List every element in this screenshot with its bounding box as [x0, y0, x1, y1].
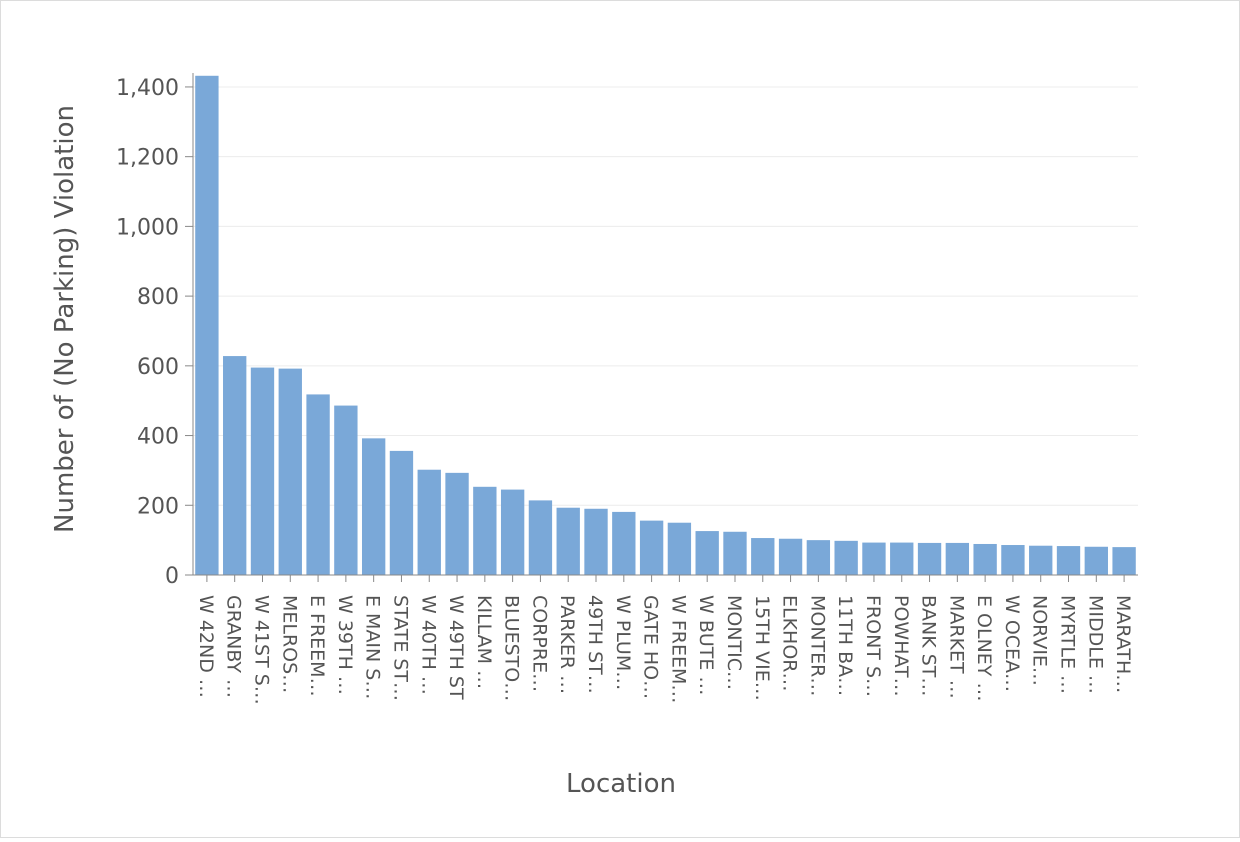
x-tick-label: MYRTLE …: [1057, 595, 1079, 694]
x-tick-label: MIDDLE …: [1084, 595, 1106, 694]
x-tick-label: GRANBY …: [223, 595, 245, 698]
x-tick-label: MARKET …: [945, 595, 967, 699]
x-tick-label: ELKHOR…: [779, 595, 801, 692]
bar[interactable]: [639, 520, 664, 575]
x-tick-label: E FREEM…: [306, 595, 328, 697]
x-tick-label: W 40TH …: [417, 595, 439, 695]
bar[interactable]: [278, 368, 302, 575]
x-tick-label: MONTER…: [806, 595, 828, 696]
x-tick-label: KILLAM …: [473, 595, 495, 689]
bar[interactable]: [1112, 547, 1136, 575]
bar[interactable]: [1084, 546, 1108, 575]
x-tick-label: NORVIE…: [1029, 595, 1051, 686]
x-tick-label: 15TH VIE…: [751, 595, 773, 701]
x-tick-label: E OLNEY …: [973, 595, 995, 701]
y-tick-label: 200: [137, 494, 179, 519]
bar[interactable]: [584, 508, 608, 575]
x-axis-title: Location: [566, 769, 676, 799]
bar[interactable]: [361, 438, 386, 575]
x-tick-label: 11TH BA…: [834, 595, 856, 696]
bar[interactable]: [250, 367, 275, 575]
x-tick-label: W FREEM…: [667, 595, 689, 703]
bar[interactable]: [417, 469, 441, 575]
y-tick-label: 600: [137, 355, 179, 380]
bar[interactable]: [695, 531, 719, 575]
x-tick-label: W PLUM…: [612, 595, 634, 690]
bar[interactable]: [834, 540, 858, 575]
x-tick-label: BANK ST…: [918, 595, 940, 696]
x-tick-label: MELROS…: [278, 595, 300, 693]
bar[interactable]: [751, 538, 775, 575]
bar[interactable]: [945, 542, 970, 575]
bar[interactable]: [890, 542, 914, 575]
bar[interactable]: [528, 500, 553, 575]
bar[interactable]: [917, 542, 942, 575]
y-axis-title: Number of (No Parking) Violation: [50, 105, 80, 533]
x-tick-label: STATE ST…: [389, 595, 411, 701]
y-tick-label: 0: [165, 564, 179, 589]
bar[interactable]: [973, 543, 997, 575]
y-tick-label: 800: [137, 285, 179, 310]
bar[interactable]: [1001, 545, 1025, 575]
x-tick-label: W 42ND …: [195, 595, 217, 698]
bar[interactable]: [334, 405, 358, 575]
bar[interactable]: [195, 75, 219, 576]
x-tick-label: W BUTE …: [695, 595, 717, 695]
x-tick-label: GATE HO…: [640, 595, 662, 699]
x-tick-label: W 39TH …: [334, 595, 356, 695]
x-tick-label: MONTIC…: [723, 595, 745, 690]
y-tick-label: 1,000: [116, 215, 179, 240]
bar[interactable]: [389, 450, 414, 575]
bar[interactable]: [473, 486, 497, 575]
bar[interactable]: [862, 542, 886, 575]
bar[interactable]: [306, 394, 330, 575]
x-tick-label: POWHAT…: [890, 595, 912, 697]
y-tick-label: 1,400: [116, 76, 179, 101]
bar[interactable]: [556, 507, 580, 575]
bar[interactable]: [806, 540, 831, 575]
x-tick-label: CORPRE…: [528, 595, 550, 692]
bar[interactable]: [1056, 546, 1081, 575]
bar[interactable]: [1029, 545, 1053, 575]
x-tick-label: W 41ST S…: [250, 595, 272, 705]
bar[interactable]: [778, 538, 803, 575]
x-tick-labels: W 42ND … GRANBY … W 41ST S… MELROS… E FREEM……: [195, 595, 1134, 705]
x-tick-label: E MAIN S…: [362, 595, 384, 699]
y-tick-labels: 0 200 400 600 800 1,000 1,200 1,400: [116, 76, 179, 589]
bar[interactable]: [445, 472, 469, 575]
bar[interactable]: [612, 511, 636, 575]
bar[interactable]: [723, 531, 747, 575]
bar[interactable]: [223, 356, 247, 575]
x-tick-label: MARATH…: [1112, 595, 1134, 693]
y-tick-label: 400: [137, 425, 179, 450]
x-tick-label: 49TH ST…: [584, 595, 606, 694]
x-tick-label: W 49TH ST: [445, 595, 467, 700]
bar[interactable]: [500, 489, 525, 575]
y-tick-label: 1,200: [116, 146, 179, 171]
x-tick-label: W OCEA…: [1001, 595, 1023, 692]
x-tick-label: FRONT S…: [862, 595, 884, 697]
x-tick-label: PARKER …: [556, 595, 578, 694]
bar[interactable]: [667, 522, 692, 575]
bars: [195, 75, 1136, 576]
x-tick-label: BLUESTO…: [501, 595, 523, 701]
axes: [185, 73, 1138, 582]
